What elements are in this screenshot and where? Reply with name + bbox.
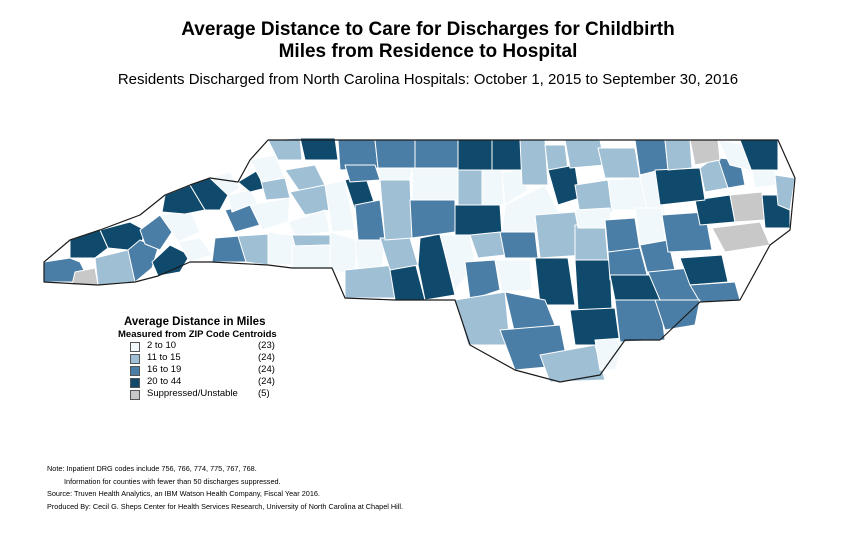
legend-title: Average Distance in Miles <box>124 316 266 328</box>
legend-label: 20 to 44 <box>147 376 182 387</box>
county <box>711 221 771 253</box>
legend-item: Suppressed/Unstable (5) <box>118 388 318 400</box>
legend-swatch <box>130 378 140 388</box>
legend-swatch <box>130 366 140 376</box>
county <box>249 154 286 183</box>
legend-item: 11 to 15 (24) <box>118 352 318 364</box>
legend-swatch <box>130 354 140 364</box>
county <box>411 167 459 201</box>
legend-count: (23) <box>258 340 275 351</box>
county <box>377 167 413 181</box>
note-source: Source: Truven Health Analytics, an IBM … <box>47 489 320 499</box>
note-drg: Note: Inpatient DRG codes include 756, 7… <box>47 464 257 473</box>
county <box>127 239 159 283</box>
county <box>539 344 606 383</box>
county <box>177 237 213 263</box>
county <box>574 179 613 216</box>
county <box>614 299 666 343</box>
legend-item: 20 to 44 (24) <box>118 376 318 388</box>
county <box>534 257 576 306</box>
county <box>464 259 501 301</box>
legend-subtitle: Measured from ZIP Code Centroids <box>118 329 277 340</box>
county <box>299 137 339 161</box>
legend-item: 16 to 19 (24) <box>118 364 318 376</box>
county <box>751 169 779 189</box>
footnotes: Note: Inpatient DRG codes include 756, 7… <box>47 463 403 513</box>
county <box>574 224 609 261</box>
county <box>454 291 511 346</box>
county <box>469 231 506 259</box>
county <box>664 139 693 171</box>
map-legend: Average Distance in Miles Measured from … <box>118 316 318 400</box>
county <box>344 264 396 299</box>
county <box>654 299 701 331</box>
note-produced-by: Produced By: Cecil G. Sheps Center for H… <box>47 501 404 511</box>
county <box>774 174 796 211</box>
county <box>574 259 613 311</box>
county <box>481 169 505 206</box>
county <box>379 177 413 241</box>
county <box>267 231 296 266</box>
county <box>354 199 386 241</box>
legend-label: 2 to 10 <box>147 340 177 351</box>
county <box>454 204 503 236</box>
county <box>689 139 721 166</box>
county <box>409 199 456 239</box>
county <box>717 139 751 171</box>
county <box>594 337 626 371</box>
legend-item: 2 to 10 (23) <box>118 340 318 352</box>
county <box>344 164 381 183</box>
legend-label: 11 to 15 <box>147 352 181 363</box>
county <box>457 169 483 206</box>
county <box>414 139 459 169</box>
map-title-line2: Miles from Residence to Hospital <box>278 41 578 62</box>
county <box>457 139 493 171</box>
county <box>519 139 549 186</box>
county <box>329 231 359 276</box>
legend-swatch <box>130 390 140 400</box>
county <box>267 137 303 161</box>
legend-label: Suppressed/Unstable <box>147 388 238 399</box>
county <box>544 144 569 171</box>
county <box>499 231 539 259</box>
county <box>209 171 241 196</box>
map-subtitle: Residents Discharged from North Carolina… <box>117 71 739 88</box>
note-suppressed: Information for counties with fewer than… <box>64 476 281 486</box>
county <box>291 234 333 247</box>
county <box>604 217 641 253</box>
county <box>379 237 419 271</box>
legend-count: (5) <box>258 388 270 399</box>
county <box>654 167 706 206</box>
legend-count: (24) <box>258 376 275 387</box>
map-title: Average Distance to Care for Discharges … <box>181 19 675 40</box>
county <box>729 191 766 223</box>
county <box>634 207 666 246</box>
county <box>291 244 333 269</box>
county <box>151 244 191 277</box>
county <box>139 214 173 251</box>
county <box>374 139 416 169</box>
county <box>491 139 523 171</box>
legend-count: (24) <box>258 364 275 375</box>
county <box>494 259 533 293</box>
legend-label: 16 to 19 <box>147 364 182 375</box>
legend-swatch <box>130 342 140 352</box>
legend-count: (24) <box>258 352 275 363</box>
county <box>324 179 356 233</box>
county <box>597 147 641 179</box>
